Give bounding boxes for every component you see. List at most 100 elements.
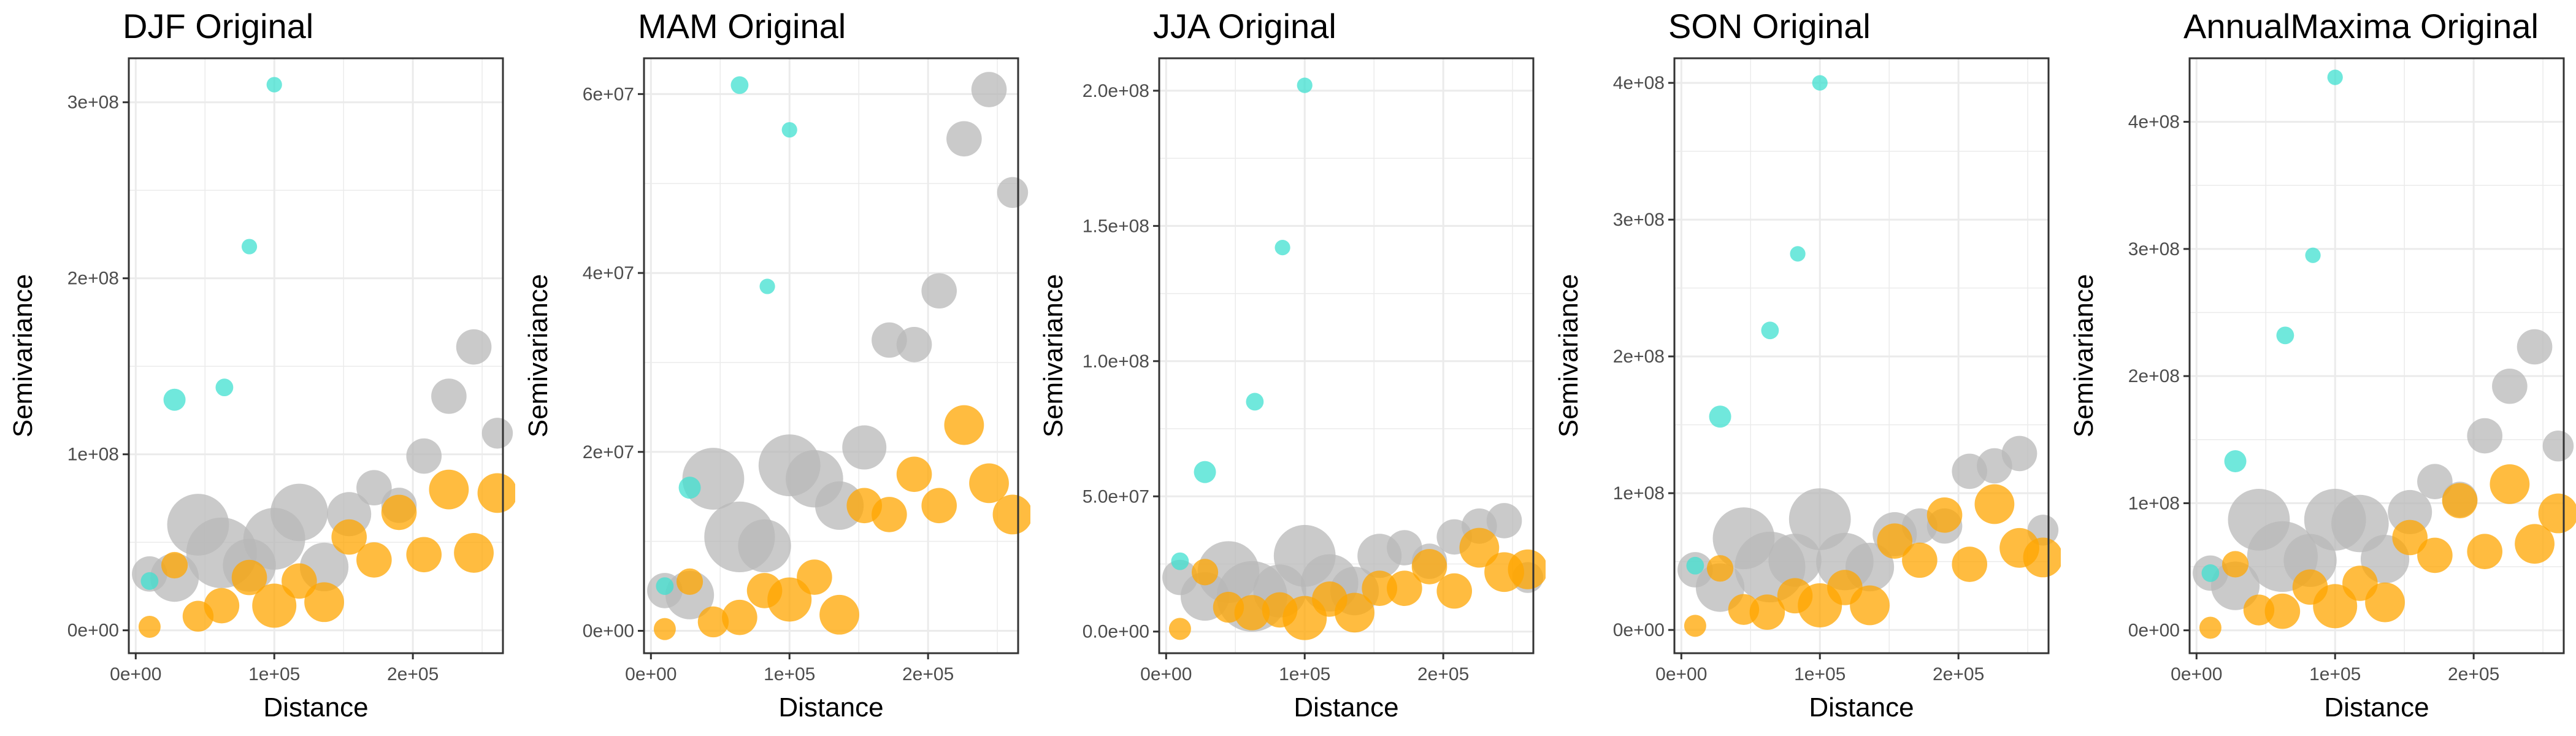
- data-point-orange: [1411, 549, 1447, 585]
- data-point-cyan: [1297, 77, 1313, 93]
- data-point-orange: [1749, 594, 1785, 630]
- y-tick-label: 3e+08: [1613, 210, 1665, 230]
- data-point-grey: [971, 72, 1007, 107]
- x-tick-label: 2e+05: [902, 664, 954, 684]
- data-point-orange: [2417, 537, 2453, 573]
- x-tick-label: 1e+05: [248, 664, 300, 684]
- data-point-cyan: [1790, 246, 1806, 262]
- y-axis-label: Semivariance: [8, 274, 38, 438]
- x-tick-label: 2e+05: [1933, 664, 1984, 684]
- data-point-orange: [2442, 483, 2478, 519]
- data-point-grey: [356, 470, 392, 506]
- data-point-cyan: [2224, 450, 2247, 473]
- x-tick-label: 0e+00: [1655, 664, 1707, 684]
- chart-panel: 0e+00 1e+08 2e+08 3e+08 4e+08 0e+00 1e+05 2e+05…: [2061, 0, 2576, 736]
- data-point-grey: [2492, 368, 2528, 404]
- data-point-orange: [969, 463, 1009, 504]
- data-point-grey: [481, 418, 513, 449]
- data-point-orange: [331, 519, 367, 555]
- data-point-orange: [722, 599, 757, 635]
- y-tick-label: 0.0e+00: [1083, 622, 1149, 642]
- data-point-cyan: [656, 577, 674, 596]
- data-point-orange: [767, 577, 812, 622]
- data-point-grey: [997, 177, 1029, 208]
- data-point-orange: [282, 563, 317, 599]
- data-point-grey: [2542, 430, 2574, 462]
- data-point-orange: [477, 473, 515, 513]
- plot-frame: [128, 57, 504, 654]
- data-point-grey: [842, 425, 887, 470]
- x-axis-label: Distance: [1294, 692, 1398, 723]
- y-tick-label: 3e+08: [2128, 239, 2180, 259]
- data-point-grey: [2517, 329, 2553, 365]
- y-axis-label: Semivariance: [523, 274, 553, 438]
- scatter-plot: 0e+00 2e+07 4e+07 6e+07 0e+00 1e+05 2e+05 MAM O…: [523, 7, 1030, 723]
- data-point-orange: [797, 559, 832, 595]
- scatter-plot: 0e+00 1e+08 2e+08 3e+08 4e+08 0e+00 1e+05 2e+05…: [2069, 7, 2576, 723]
- x-tick-label: 1e+05: [1279, 664, 1330, 684]
- scatter-plot: 0.0e+00 5.0e+07 1.0e+08 1.5e+08 2.0e+08 0e+00…: [1038, 7, 1546, 723]
- plot-frame: [1158, 57, 1535, 654]
- y-tick-label: 4e+08: [1613, 73, 1665, 93]
- data-point-orange: [2392, 519, 2428, 556]
- data-point-orange: [1191, 559, 1219, 586]
- data-point-orange: [2199, 616, 2221, 639]
- chart-panel: 0.0e+00 5.0e+07 1.0e+08 1.5e+08 2.0e+08 0e+00…: [1030, 0, 1546, 736]
- y-axis-label: Semivariance: [2069, 274, 2099, 438]
- chart-title: JJA Original: [1153, 7, 1336, 45]
- chart-title: SON Original: [1668, 7, 1871, 45]
- data-point-orange: [1902, 542, 1938, 578]
- chart-panel: 0e+00 1e+08 2e+08 3e+08 0e+00 1e+05 2e+05 DJF O…: [0, 0, 515, 736]
- data-point-orange: [697, 606, 729, 638]
- x-tick-label: 0e+00: [625, 664, 677, 684]
- grid: [129, 58, 503, 653]
- data-point-orange: [1706, 555, 1734, 582]
- data-point-orange: [1436, 573, 1473, 609]
- data-point-cyan: [140, 572, 159, 590]
- data-point-orange: [653, 618, 676, 640]
- data-point-orange: [1926, 497, 1963, 533]
- data-point-cyan: [1246, 393, 1264, 411]
- data-point-cyan: [215, 378, 234, 397]
- data-point-grey: [456, 329, 492, 365]
- data-point-orange: [2467, 534, 2503, 569]
- data-point-grey: [270, 483, 328, 542]
- data-point-orange: [2313, 584, 2358, 629]
- data-point-orange: [1362, 570, 1398, 606]
- x-tick-label: 0e+00: [2171, 664, 2222, 684]
- data-point-orange: [2538, 493, 2576, 534]
- x-tick-label: 0e+00: [1140, 664, 1192, 684]
- data-point-orange: [2264, 593, 2301, 629]
- data-point-cyan: [241, 239, 258, 255]
- data-point-cyan: [781, 122, 797, 138]
- x-tick-label: 1e+05: [764, 664, 815, 684]
- points: [647, 72, 1030, 640]
- data-point-cyan: [2276, 326, 2294, 345]
- data-point-cyan: [730, 76, 749, 94]
- scatter-plot: 0e+00 1e+08 2e+08 3e+08 4e+08 0e+00 1e+05 2e+05…: [1554, 7, 2061, 723]
- grid: [1674, 58, 2049, 653]
- data-point-orange: [872, 497, 907, 532]
- data-point-grey: [2467, 418, 2503, 454]
- y-tick-label: 6e+07: [583, 84, 634, 104]
- data-point-orange: [138, 615, 161, 638]
- x-axis-label: Distance: [2324, 692, 2429, 723]
- x-axis-label: Distance: [778, 692, 883, 723]
- data-point-orange: [1850, 585, 1890, 626]
- x-tick-label: 1e+05: [1794, 664, 1846, 684]
- data-point-orange: [252, 583, 297, 628]
- data-point-cyan: [2201, 564, 2220, 582]
- y-tick-label: 0e+00: [1613, 620, 1665, 640]
- y-axis-label: Semivariance: [1038, 274, 1068, 438]
- data-point-grey: [2210, 561, 2260, 610]
- points: [2193, 69, 2576, 639]
- y-tick-label: 2e+08: [67, 269, 119, 289]
- points: [132, 77, 515, 638]
- data-point-grey: [946, 121, 982, 157]
- plot-frame: [643, 57, 1019, 654]
- data-point-grey: [2417, 464, 2453, 499]
- data-point-cyan: [1812, 75, 1828, 91]
- data-point-orange: [1234, 595, 1270, 631]
- data-point-grey: [738, 519, 791, 573]
- y-tick-label: 3e+08: [67, 93, 119, 113]
